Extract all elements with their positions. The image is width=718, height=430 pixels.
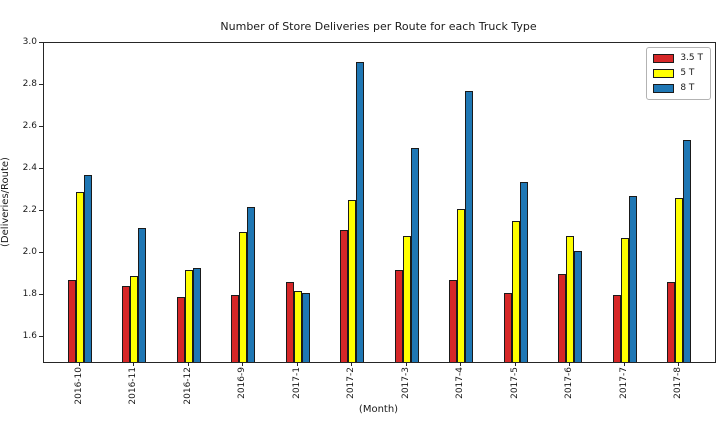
bar-8t-2017-5 [519, 181, 528, 362]
y-axis-label: (Deliveries/Route) [0, 157, 11, 247]
x-tick-mark [351, 362, 353, 366]
bar-5t-2016-12 [184, 269, 193, 362]
x-tick-mark [623, 362, 625, 366]
bar-5t-2016-9 [239, 231, 248, 362]
bar-3.5t-2017-4 [449, 280, 458, 362]
y-tick-mark [39, 125, 43, 127]
y-tick-label: 2.6 [22, 120, 37, 131]
legend-item: 5 T [653, 68, 703, 79]
bar-5t-2016-11 [130, 275, 139, 362]
bar-3.5t-2017-7 [612, 294, 621, 362]
chart-title: Number of Store Deliveries per Route for… [220, 20, 537, 33]
legend-swatch-yellow [653, 69, 675, 78]
legend-label: 5 T [680, 68, 695, 78]
y-tick-mark [39, 335, 43, 337]
legend: 3.5 T 5 T 8 T [646, 47, 711, 100]
bar-5t-2017-4 [457, 208, 466, 362]
x-tick-label: 2016-12 [182, 367, 193, 405]
x-tick-label: 2017-6 [564, 367, 575, 399]
x-tick-label: 2017-5 [509, 367, 520, 399]
y-tick-mark [39, 293, 43, 295]
bar-8t-2017-1 [301, 292, 310, 362]
x-tick-mark [569, 362, 571, 366]
bar-8t-2017-3 [410, 147, 419, 362]
x-tick-mark [79, 362, 80, 366]
bar-3.5t-2016-10 [68, 280, 76, 362]
bar-8t-2016-10 [84, 175, 92, 362]
bar-3.5t-2017-3 [394, 269, 403, 362]
x-tick-mark [133, 362, 135, 366]
bar-8t-2016-9 [247, 206, 256, 362]
plot-area: 3.5 T 5 T 8 T [43, 42, 716, 363]
bar-3.5t-2017-1 [285, 282, 294, 362]
x-tick-label: 2017-4 [455, 367, 466, 399]
x-tick-mark [187, 362, 189, 366]
bar-5t-2017-7 [620, 238, 629, 362]
bar-3.5t-2017-2 [340, 229, 349, 362]
y-tick-mark [39, 167, 43, 169]
bar-3.5t-2017-6 [558, 273, 567, 362]
bar-3.5t-2016-9 [231, 294, 240, 362]
y-tick-label: 2.2 [22, 204, 37, 215]
bar-5t-2017-6 [566, 236, 575, 362]
x-tick-mark [296, 362, 298, 366]
legend-swatch-blue [653, 84, 675, 93]
y-tick-label: 3.0 [22, 37, 37, 47]
x-tick-mark [460, 362, 462, 366]
y-tick-label: 1.6 [22, 330, 37, 341]
legend-item: 8 T [653, 83, 703, 94]
bar-5t-2017-1 [293, 290, 302, 362]
x-tick-mark [514, 362, 516, 366]
bar-3.5t-2016-12 [176, 296, 185, 362]
x-tick-mark [405, 362, 407, 366]
bar-3.5t-2016-11 [122, 286, 131, 362]
x-tick-label: 2017-2 [346, 367, 357, 399]
bar-8t-2017-8 [683, 139, 691, 362]
bar-5t-2017-2 [348, 200, 357, 362]
legend-label: 8 T [680, 83, 695, 93]
y-tick-mark [39, 209, 43, 211]
bar-5t-2017-8 [675, 198, 683, 362]
bar-3.5t-2017-5 [503, 292, 512, 362]
x-tick-mark [242, 362, 244, 366]
x-axis-label: (Month) [358, 404, 399, 415]
y-tick-label: 2.8 [22, 78, 37, 89]
x-tick-label: 2017-8 [673, 367, 683, 399]
bar-8t-2017-2 [356, 61, 365, 362]
y-tick-mark [39, 251, 43, 253]
legend-swatch-red [653, 54, 675, 63]
bar-5t-2016-10 [76, 192, 84, 362]
bar-8t-2017-7 [628, 196, 637, 362]
y-tick-mark [39, 42, 43, 43]
bar-5t-2017-5 [511, 221, 520, 362]
bar-8t-2017-4 [465, 91, 474, 362]
x-tick-label: 2016-11 [128, 367, 139, 405]
y-tick-mark [39, 83, 43, 85]
y-tick-label: 1.8 [22, 288, 37, 299]
legend-item: 3.5 T [653, 53, 703, 64]
bar-8t-2017-6 [574, 250, 583, 362]
x-tick-label: 2017-3 [400, 367, 411, 399]
x-tick-mark [678, 362, 679, 366]
x-tick-label: 2017-7 [618, 367, 629, 399]
legend-label: 3.5 T [680, 53, 703, 63]
x-tick-label: 2016-10 [74, 367, 84, 405]
x-tick-label: 2017-1 [291, 367, 302, 399]
y-tick-label: 2.0 [22, 246, 37, 257]
bar-8t-2016-12 [192, 267, 201, 362]
x-tick-label: 2016-9 [237, 367, 248, 399]
bar-5t-2017-3 [402, 236, 411, 362]
bar-3.5t-2017-8 [667, 282, 675, 362]
y-tick-label: 2.4 [22, 162, 37, 173]
bar-8t-2016-11 [138, 227, 147, 362]
